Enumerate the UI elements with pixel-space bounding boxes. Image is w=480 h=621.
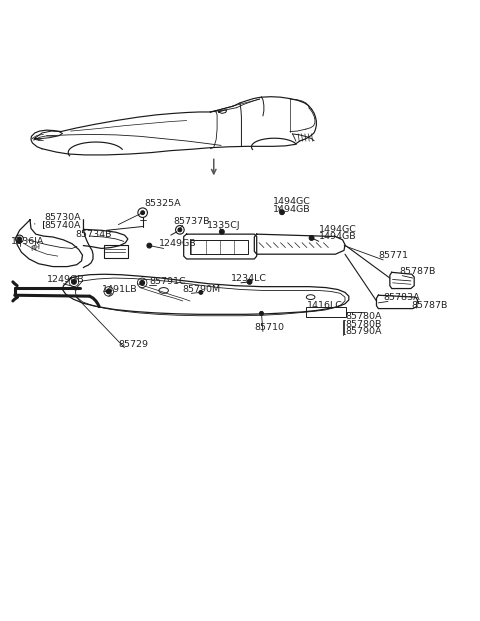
Circle shape <box>260 312 264 315</box>
Text: 1494GB: 1494GB <box>274 205 311 214</box>
Circle shape <box>107 289 111 294</box>
Text: 85780B: 85780B <box>345 320 382 329</box>
Text: 85734B: 85734B <box>75 230 112 239</box>
Text: 85730A: 85730A <box>44 213 81 222</box>
Bar <box>306 307 347 317</box>
Circle shape <box>141 211 144 215</box>
Text: 85325A: 85325A <box>144 199 181 208</box>
Text: 1249GB: 1249GB <box>159 240 196 248</box>
Text: 1491LB: 1491LB <box>102 285 137 294</box>
Text: 1494GB: 1494GB <box>319 232 356 242</box>
Text: 85787B: 85787B <box>412 301 448 309</box>
Circle shape <box>140 281 144 285</box>
Text: 85780A: 85780A <box>345 312 382 322</box>
Text: 85737B: 85737B <box>173 217 210 226</box>
Text: 1234LC: 1234LC <box>230 274 266 283</box>
Circle shape <box>18 239 22 243</box>
Text: 85791C: 85791C <box>149 277 186 286</box>
Circle shape <box>309 235 314 240</box>
Circle shape <box>18 237 22 241</box>
Text: 1249GB: 1249GB <box>47 275 85 284</box>
Circle shape <box>247 279 252 284</box>
Text: 85710: 85710 <box>254 323 284 332</box>
Text: 1335CJ: 1335CJ <box>206 221 240 230</box>
Bar <box>104 245 128 258</box>
Text: 1336JA: 1336JA <box>11 237 44 246</box>
Text: RH: RH <box>30 243 41 252</box>
Text: 85740A: 85740A <box>44 221 81 230</box>
Circle shape <box>72 279 76 284</box>
Text: 1494GC: 1494GC <box>274 197 312 206</box>
Text: 85783A: 85783A <box>383 293 420 302</box>
Circle shape <box>147 243 152 248</box>
Circle shape <box>280 210 284 215</box>
Circle shape <box>219 229 224 234</box>
Text: 85729: 85729 <box>118 340 148 348</box>
Text: 85790A: 85790A <box>345 327 382 336</box>
Text: 1416LC: 1416LC <box>307 302 343 310</box>
Text: 85790M: 85790M <box>183 285 221 294</box>
Circle shape <box>199 291 203 294</box>
Text: 85787B: 85787B <box>400 267 436 276</box>
Circle shape <box>178 228 182 232</box>
Bar <box>191 240 248 254</box>
Text: 1494GC: 1494GC <box>319 225 357 234</box>
Text: 85771: 85771 <box>378 251 408 260</box>
